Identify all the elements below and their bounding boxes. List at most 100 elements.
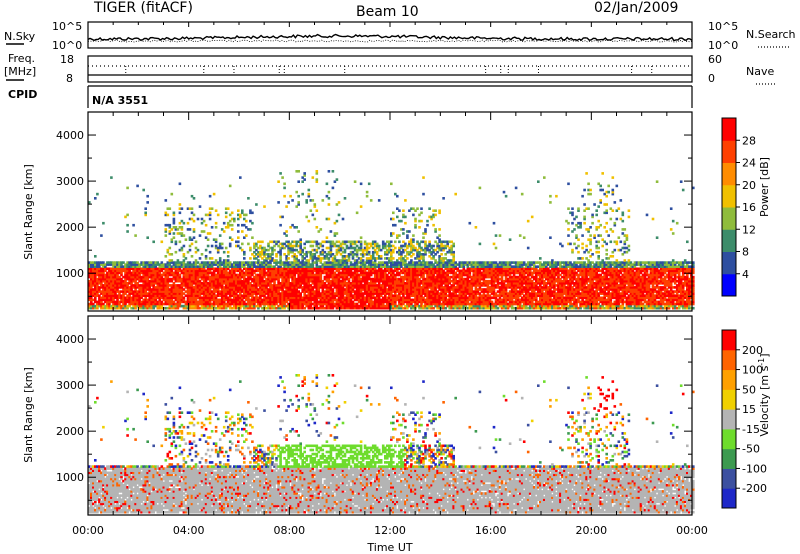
power-cell [243, 294, 246, 297]
power-cell [110, 261, 113, 264]
power-cell [102, 273, 105, 277]
power-cell [146, 279, 149, 283]
power-cell [182, 269, 186, 273]
power-cell [168, 267, 172, 271]
power-cell [222, 302, 226, 306]
power-cell [273, 304, 276, 308]
power-cell [180, 286, 184, 289]
power-cell [235, 261, 238, 264]
power-cell [154, 292, 157, 295]
power-cell [245, 288, 248, 291]
power-cell [218, 286, 222, 289]
power-cell [259, 275, 262, 279]
power-cell [106, 282, 109, 285]
power-cell [116, 273, 119, 277]
power-cell [208, 194, 212, 198]
power-cell [228, 242, 232, 246]
power-cell [269, 271, 272, 275]
power-cell [116, 269, 119, 273]
power-cell [263, 294, 266, 297]
power-cell [237, 300, 240, 304]
power-cell [170, 228, 174, 231]
power-cell [190, 238, 194, 241]
power-cell [168, 292, 172, 295]
power-cell [186, 292, 190, 295]
power-cell [210, 226, 214, 229]
power-cell [144, 288, 147, 291]
power-cell [134, 288, 137, 291]
power-cell [263, 304, 266, 308]
power-cell [198, 263, 202, 266]
power-cell [289, 263, 292, 266]
power-cell [273, 267, 276, 271]
power-cell [114, 275, 117, 279]
power-cell [281, 298, 284, 302]
power-cell [287, 263, 290, 266]
power-cell [283, 279, 286, 283]
power-cell [212, 300, 216, 304]
power-cell [108, 296, 111, 300]
power-cell [261, 292, 264, 295]
power-cell [226, 279, 230, 283]
power-cell [162, 290, 166, 293]
power-cell [146, 236, 149, 239]
power-cell [114, 288, 117, 291]
power-cell [251, 300, 254, 304]
power-cell [220, 246, 224, 250]
power-cell [432, 244, 435, 248]
power-cell [138, 271, 141, 275]
power-cell [249, 286, 252, 289]
power-cell [277, 292, 280, 295]
power-cell [188, 288, 192, 291]
power-cell [116, 275, 119, 279]
power-cell [162, 279, 166, 283]
power-cell [200, 269, 204, 273]
power-cell [261, 246, 264, 250]
power-cell [249, 282, 252, 285]
power-cell [287, 246, 290, 250]
power-cell [259, 255, 262, 258]
power-cell [100, 275, 103, 279]
power-cell [192, 228, 196, 231]
power-cell [289, 265, 292, 268]
power-cell [114, 294, 117, 297]
power-cell [287, 248, 290, 252]
power-cell [222, 265, 226, 268]
power-cell [88, 288, 91, 291]
power-cell [122, 288, 125, 291]
power-cell [255, 304, 258, 308]
power-cell [237, 217, 240, 221]
power-cell [176, 294, 180, 297]
power-cell [289, 304, 292, 308]
power-cell [172, 219, 176, 223]
power-cell [194, 298, 198, 302]
power-cell [108, 261, 111, 264]
power-cell [239, 292, 242, 295]
power-cell [369, 199, 373, 202]
power-cell [158, 286, 162, 289]
power-cell [162, 288, 166, 291]
power-cell [150, 294, 153, 297]
power-cell [233, 271, 236, 275]
power-cell [222, 298, 226, 302]
power-cell [222, 267, 226, 271]
power-cell [273, 300, 276, 304]
power-cell [158, 284, 162, 287]
power-cell [321, 244, 325, 248]
power-cell [269, 306, 272, 310]
power-cell [226, 300, 230, 304]
power-cell [202, 269, 206, 273]
power-cell [166, 306, 170, 310]
power-cell [100, 273, 103, 277]
power-cell [224, 215, 228, 219]
power-cell [152, 300, 155, 304]
power-cell [251, 236, 254, 239]
power-cell [239, 267, 242, 271]
power-cell [204, 275, 208, 279]
power-cell [313, 217, 317, 221]
power-cell [144, 294, 147, 297]
power-cell [289, 271, 292, 275]
power-cell [98, 261, 101, 264]
power-cell [154, 282, 157, 285]
power-cell [239, 269, 242, 273]
